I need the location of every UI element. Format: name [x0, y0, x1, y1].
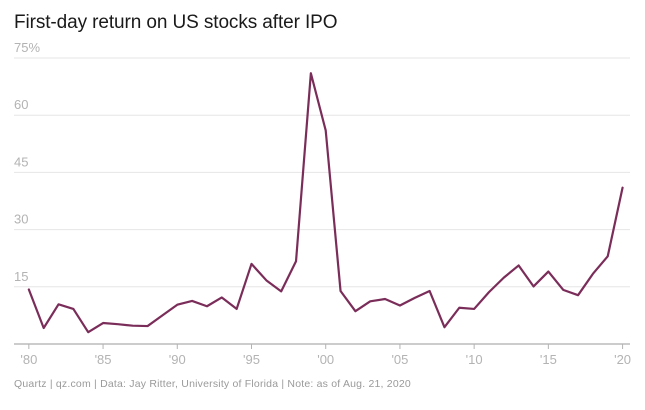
data-point-1999 [310, 72, 312, 74]
x-axis-ticks: '80 '85 '90 '95 '00 '05 '10 '15 '20 [20, 344, 631, 367]
data-point-2007 [429, 290, 431, 292]
data-point-2011 [488, 291, 490, 293]
y-tick-label: 30 [14, 212, 28, 227]
data-point-1997 [280, 290, 282, 292]
y-tick-label: 15 [14, 269, 28, 284]
data-point-1995 [250, 263, 252, 265]
chart-title: First-day return on US stocks after IPO [14, 12, 338, 33]
x-tick-label: '20 [614, 352, 631, 367]
data-point-1984 [87, 331, 89, 333]
x-tick-label: '85 [95, 352, 112, 367]
data-point-1998 [295, 260, 297, 262]
data-point-1992 [206, 305, 208, 307]
data-point-2000 [325, 129, 327, 131]
data-point-2019 [607, 255, 609, 257]
data-point-1985 [102, 322, 104, 324]
x-tick-label: '95 [243, 352, 260, 367]
y-axis-labels: 15 30 45 60 75% [14, 40, 40, 284]
data-point-2006 [414, 297, 416, 299]
data-point-2009 [458, 307, 460, 309]
data-point-1991 [191, 300, 193, 302]
data-point-1989 [161, 314, 163, 316]
data-point-1986 [117, 323, 119, 325]
data-point-2010 [473, 308, 475, 310]
x-tick-label: '10 [466, 352, 483, 367]
data-point-1988 [146, 325, 148, 327]
data-point-1980 [28, 288, 30, 290]
data-point-1996 [265, 279, 267, 281]
data-point-2017 [577, 294, 579, 296]
source-footer: Quartz | qz.com | Data: Jay Ritter, Univ… [14, 378, 411, 390]
data-point-1981 [43, 327, 45, 329]
data-point-1987 [132, 325, 134, 327]
data-point-2003 [369, 300, 371, 302]
data-point-1993 [221, 296, 223, 298]
data-point-2013 [518, 264, 520, 266]
data-point-2005 [399, 304, 401, 306]
data-point-2012 [503, 277, 505, 279]
data-point-2018 [592, 273, 594, 275]
x-tick-label: '15 [540, 352, 557, 367]
x-tick-label: '80 [20, 352, 37, 367]
x-tick-label: '90 [169, 352, 186, 367]
data-point-2002 [354, 310, 356, 312]
data-point-1990 [176, 304, 178, 306]
y-tick-label: 45 [14, 154, 28, 169]
data-point-1994 [236, 308, 238, 310]
series-layer [27, 72, 624, 334]
series-line-first-day-return [27, 72, 624, 334]
data-point-1983 [72, 308, 74, 310]
x-tick-label: '00 [317, 352, 334, 367]
data-point-2001 [339, 290, 341, 292]
y-tick-label: 60 [14, 97, 28, 112]
data-point-1982 [57, 303, 59, 305]
data-point-2004 [384, 298, 386, 300]
x-tick-label: '05 [391, 352, 408, 367]
data-point-2020 [621, 187, 623, 189]
data-point-2015 [547, 270, 549, 272]
data-point-2008 [443, 326, 445, 328]
y-tick-label: 75% [14, 40, 40, 55]
gridlines [14, 57, 630, 345]
data-point-2014 [532, 285, 534, 287]
data-point-2016 [562, 289, 564, 291]
